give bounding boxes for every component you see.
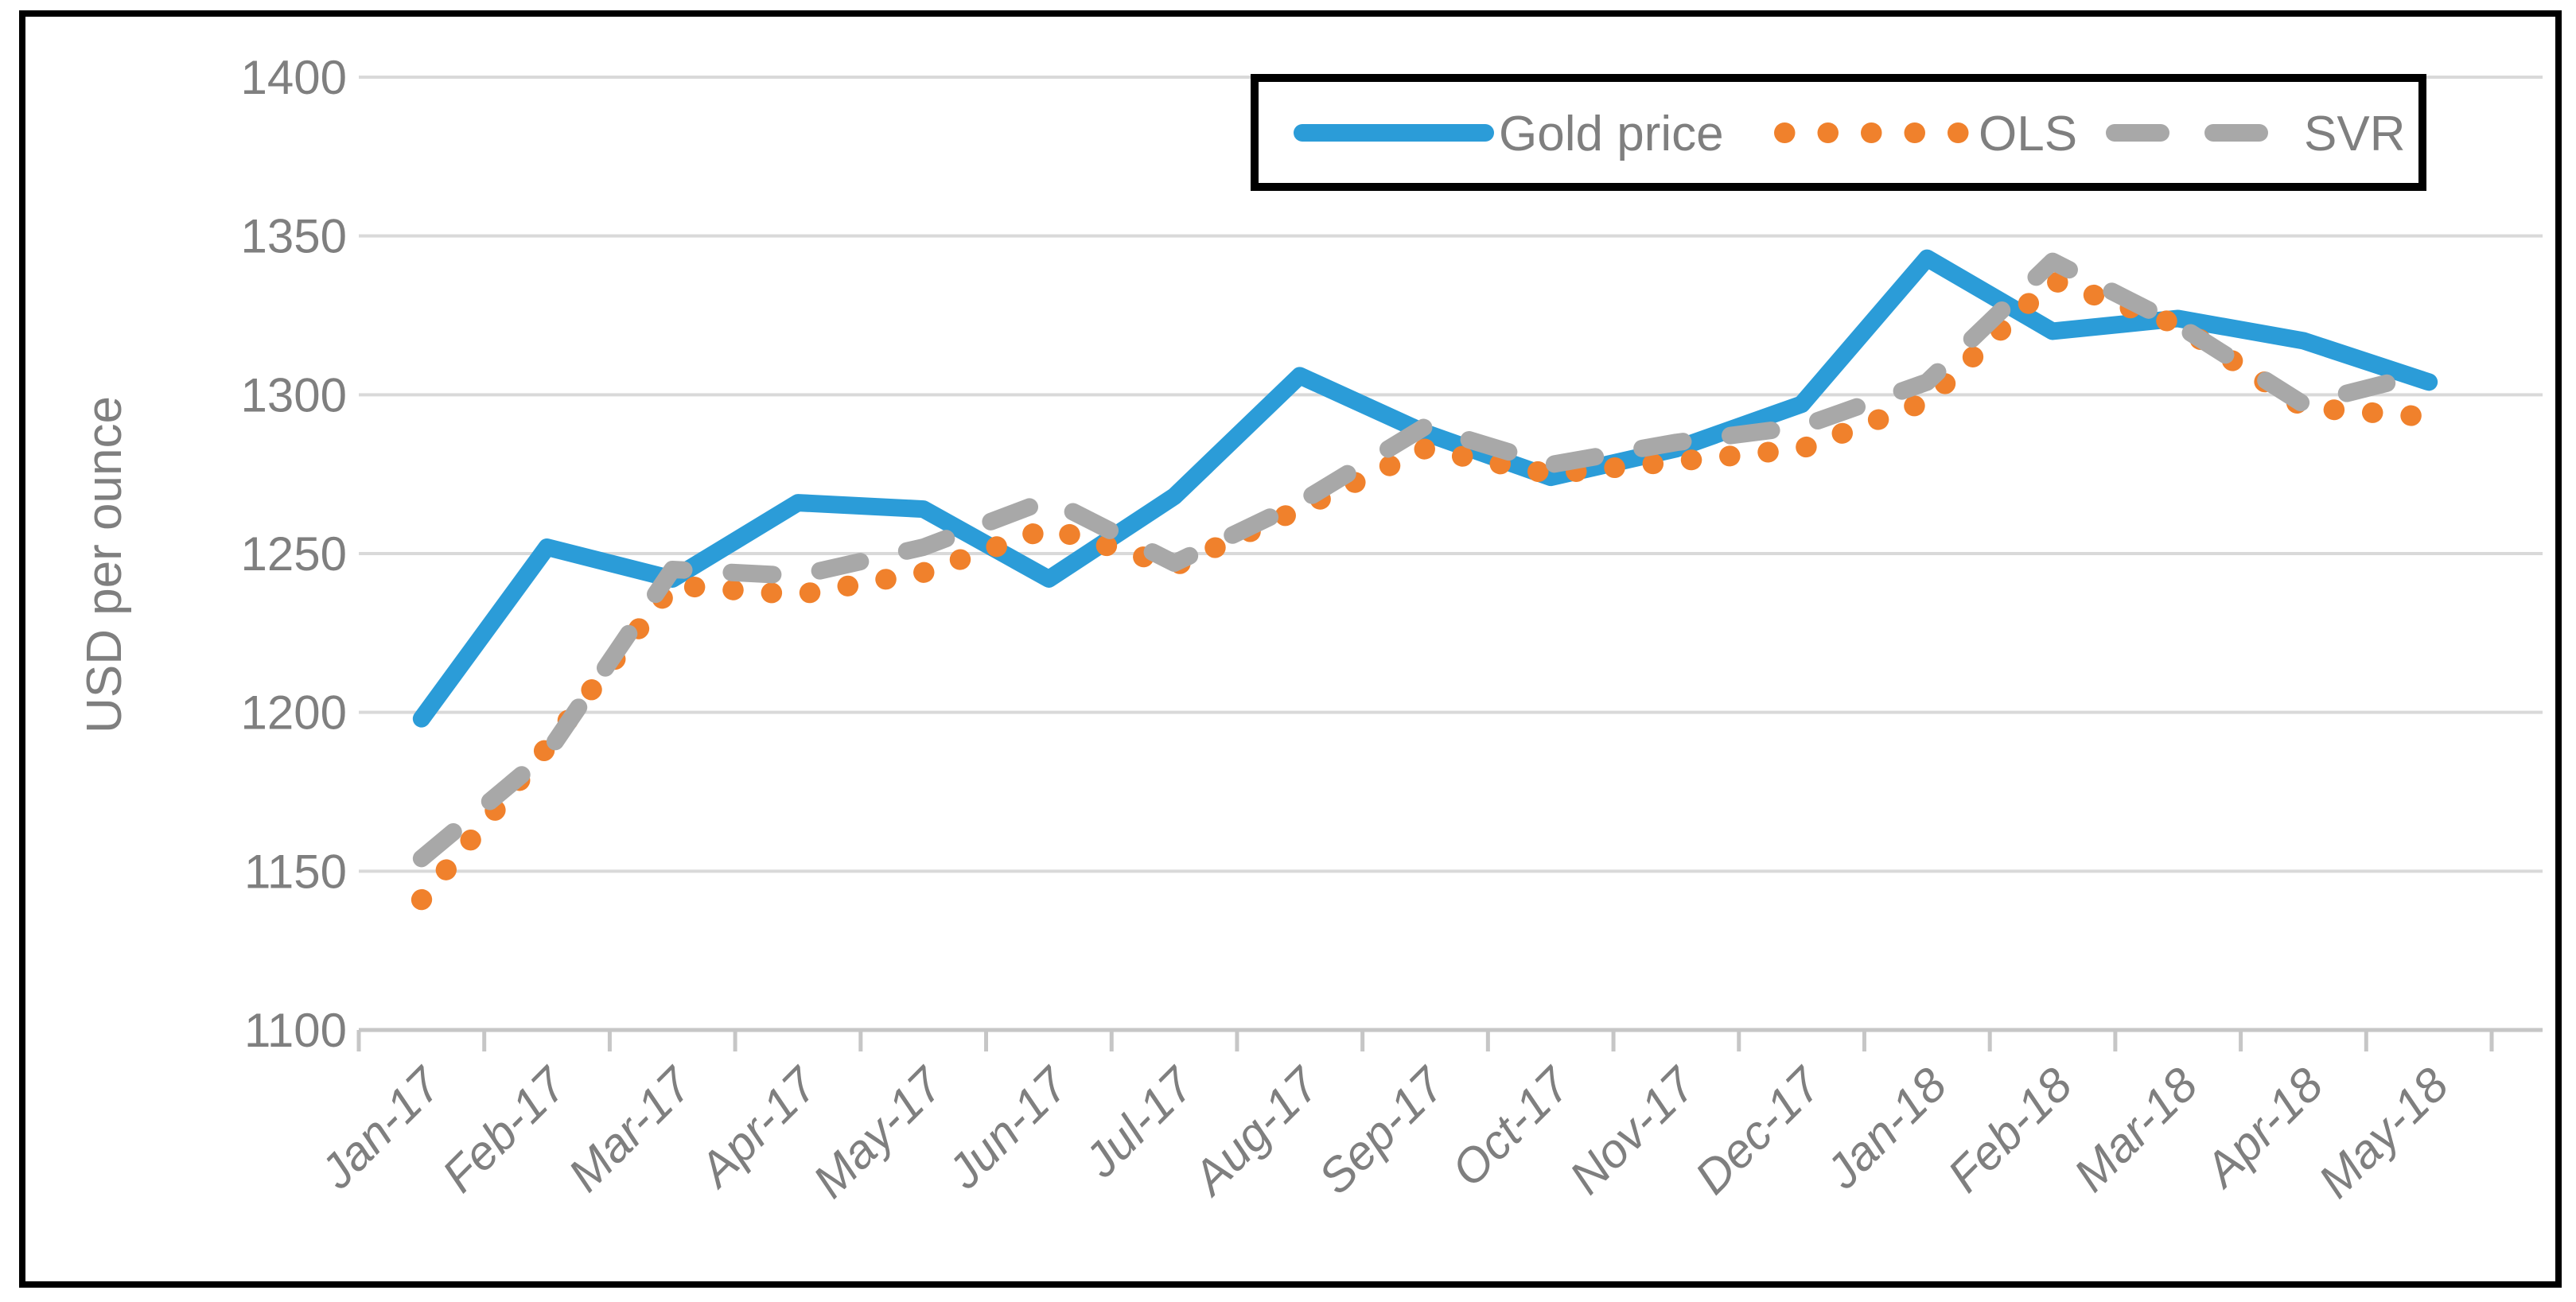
y-tick-label: 1400	[241, 51, 347, 104]
x-tick-label: Dec-17	[1685, 1056, 1833, 1204]
x-tick-label: Mar-17	[558, 1056, 703, 1202]
series-line-svr	[412, 252, 2438, 868]
x-tick-label: Apr-18	[2193, 1057, 2334, 1198]
x-tick-label: Apr-17	[687, 1056, 829, 1198]
x-tick-label: Feb-17	[432, 1056, 578, 1203]
x-tick-label: Oct-17	[1442, 1056, 1582, 1197]
x-tick-label: Jun-17	[937, 1056, 1080, 1199]
y-tick-label: 1150	[244, 845, 347, 898]
x-tick-label: Nov-17	[1559, 1056, 1707, 1204]
x-tick-label: Jan-18	[1815, 1057, 1957, 1199]
x-tick-label: Aug-17	[1181, 1056, 1331, 1206]
legend-label: SVR	[2304, 107, 2405, 161]
series-line-ols	[411, 270, 2440, 911]
x-tick-label: Sep-17	[1309, 1056, 1457, 1204]
x-tick-label: Mar-18	[2064, 1057, 2208, 1201]
y-tick-label: 1200	[241, 686, 347, 740]
legend-label: Gold price	[1499, 107, 1724, 161]
legend-label: OLS	[1979, 107, 2077, 161]
x-tick-label: May-18	[2308, 1057, 2458, 1207]
y-tick-label: 1350	[241, 210, 347, 263]
y-tick-label: 1250	[241, 527, 347, 581]
y-axis-title: USD per ounce	[77, 396, 132, 733]
y-tick-label: 1300	[241, 368, 347, 422]
y-tick-label: 1100	[244, 1004, 347, 1057]
series-line-gold-price	[412, 249, 2438, 728]
x-tick-label: May-17	[803, 1056, 955, 1208]
x-tick-label: Feb-18	[1937, 1057, 2082, 1202]
x-tick-label: Jan-17	[309, 1056, 453, 1199]
